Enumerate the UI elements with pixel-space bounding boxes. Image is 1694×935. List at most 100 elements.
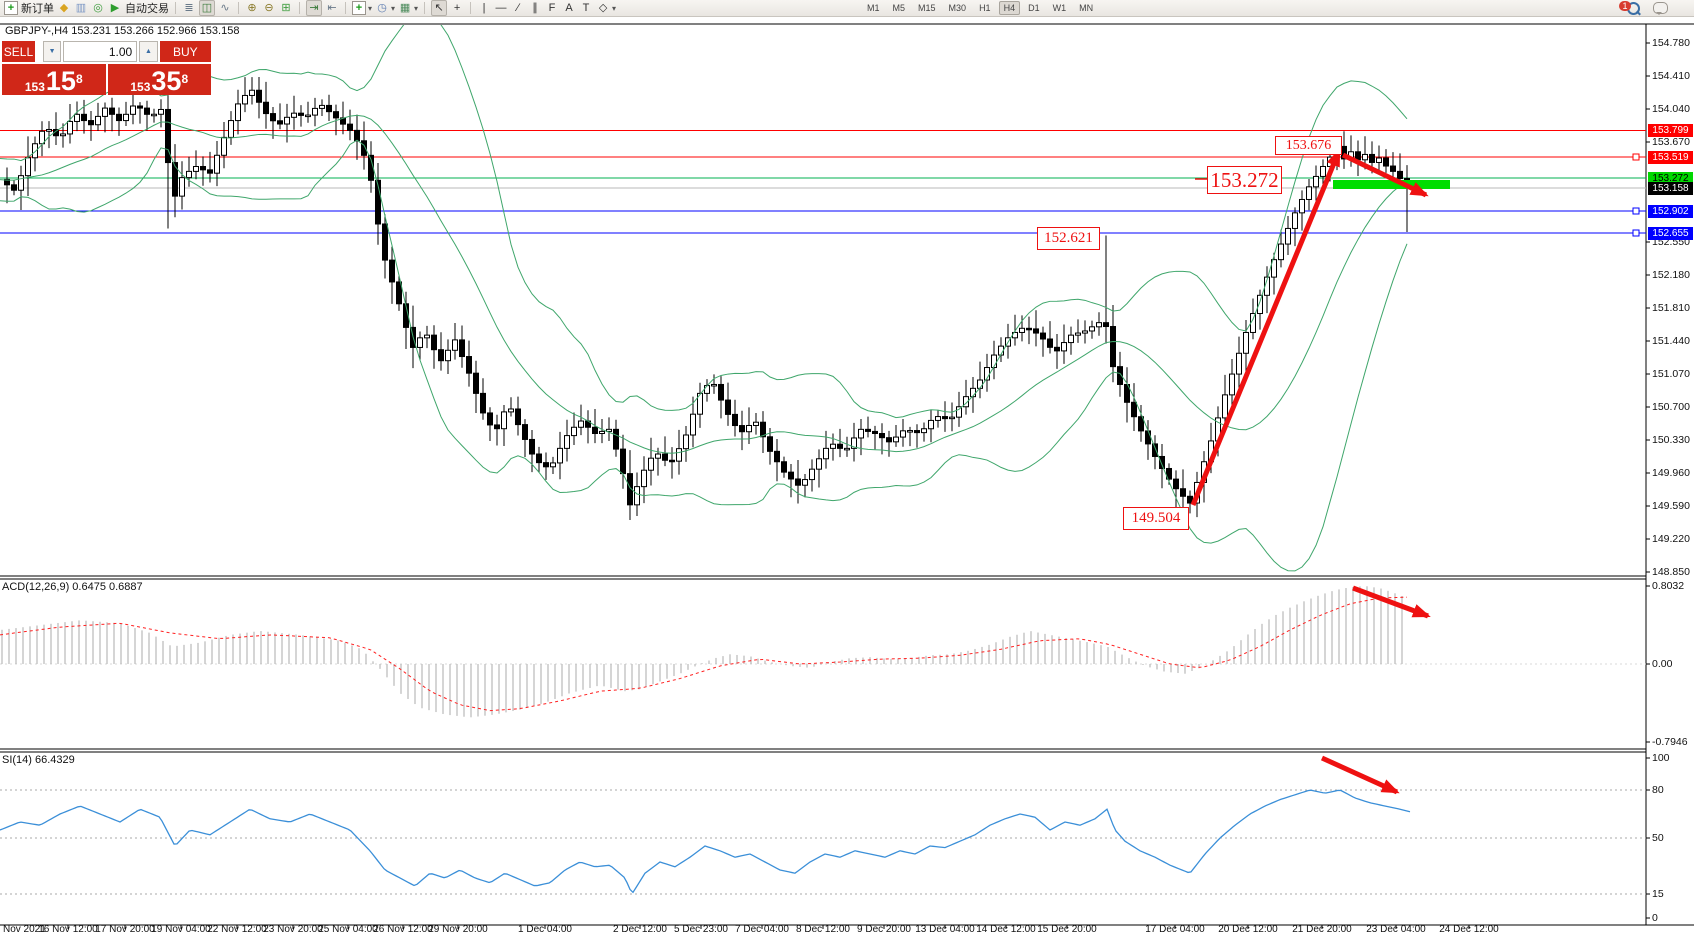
templates-icon-dropdown[interactable]: ▾ — [414, 3, 419, 13]
cursor-icon[interactable]: ↖ — [431, 0, 448, 16]
terminal-icon[interactable]: ▥ — [75, 2, 87, 14]
one-click-trading-panel: SELL ▼ 1.00 ▲ BUY 153 15 8 153 35 8 — [2, 41, 211, 95]
market-watch-icon[interactable]: ◆ — [59, 2, 69, 14]
macd-tick-label: 0.00 — [1652, 658, 1673, 670]
periods-icon[interactable]: ◷ — [377, 2, 387, 14]
zoom-in-icon[interactable]: ⊕ — [247, 2, 257, 14]
sell-price[interactable]: 153 15 8 — [2, 64, 106, 95]
volume-input[interactable]: 1.00 — [63, 41, 138, 62]
candlestick-chart-type-icon[interactable]: ◫ — [199, 0, 215, 16]
tile-windows-icon[interactable]: ⊞ — [281, 2, 291, 14]
crosshair-icon[interactable]: + — [453, 2, 461, 14]
fibonacci-icon[interactable]: F — [548, 2, 556, 14]
sell-price-sup: 8 — [75, 72, 83, 86]
macd-pane — [0, 586, 1646, 718]
arrows-tool-icon-dropdown[interactable]: ▾ — [612, 3, 617, 13]
toolbar-separator — [238, 2, 239, 14]
green-highlight-bar[interactable] — [1333, 180, 1450, 189]
timeframe-button-m15[interactable]: M15 — [918, 3, 936, 13]
autotrading-label[interactable]: 自动交易 — [125, 3, 169, 15]
periods-icon-dropdown[interactable]: ▾ — [391, 3, 396, 13]
channel-icon[interactable]: ∥ — [532, 2, 538, 14]
time-axis-label: 26 Nov 12:00 — [373, 924, 433, 935]
auto-scroll-icon[interactable]: ⇥ — [306, 0, 322, 16]
volume-decrease-stepper[interactable]: ▼ — [42, 41, 62, 62]
time-axis-label: 8 Dec 12:00 — [796, 924, 850, 935]
time-axis-label: 20 Dec 12:00 — [1218, 924, 1278, 935]
time-axis-label: 7 Dec 04:00 — [735, 924, 789, 935]
sell-price-main: 15 — [45, 66, 76, 96]
toolbar-left-group: + 新订单 ◆ ▥ ◎ ▶ 自动交易 ≣ ◫ ∿ ⊕ ⊖ ⊞ ⇥ ⇤ + ▾ ◷ ▾ ▦ ▾ ↖ + | — ∕ ∥ F A T ◇ ▾ — [4, 0, 616, 16]
candlesticks-layer — [4, 76, 1410, 520]
timeframe-button-m5[interactable]: M5 — [892, 3, 906, 13]
time-axis-label: 23 Dec 04:00 — [1366, 924, 1426, 935]
strategy-signal-icon[interactable]: ◎ — [93, 2, 103, 14]
time-axis-label: 21 Dec 20:00 — [1292, 924, 1352, 935]
trend-arrow-4[interactable] — [1320, 755, 1400, 795]
price-annotation[interactable]: 149.504 — [1123, 507, 1189, 530]
line-chart-type-icon[interactable]: ∿ — [220, 2, 230, 14]
horizontal-line-icon[interactable]: — — [495, 2, 507, 14]
chart-ohlc-title: GBPJPY-,H4 153.231 153.266 152.966 153.1… — [5, 25, 240, 37]
sell-button[interactable]: SELL — [2, 41, 35, 62]
zoom-out-icon[interactable]: ⊖ — [264, 2, 274, 14]
timeframe-button-m1[interactable]: M1 — [867, 3, 880, 13]
timeframe-button-h4[interactable]: H4 — [998, 1, 1021, 15]
time-axis-label: 15 Dec 20:00 — [1037, 924, 1097, 935]
timeframe-button-d1[interactable]: D1 — [1028, 3, 1040, 13]
price-tick-label: 151.070 — [1652, 368, 1690, 380]
price-tick-label: 154.040 — [1652, 103, 1690, 115]
vertical-line-icon[interactable]: | — [482, 2, 486, 14]
timeframe-button-m30[interactable]: M30 — [948, 3, 967, 13]
rsi-tick-label: 50 — [1652, 832, 1664, 844]
timeframe-button-w1[interactable]: W1 — [1052, 3, 1067, 13]
trend-arrow-3[interactable] — [1352, 585, 1431, 619]
indicators-icon-dropdown[interactable]: ▾ — [368, 3, 373, 13]
time-axis-label: 9 Dec 20:00 — [857, 924, 911, 935]
time-axis-label: 16 Nov 12:00 — [38, 924, 98, 935]
trendline-icon[interactable]: ∕ — [517, 2, 519, 14]
bar-chart-type-icon[interactable]: ≣ — [184, 2, 194, 14]
autotrading-icon[interactable]: ▶ — [110, 2, 120, 14]
rsi-pane — [0, 789, 1646, 895]
macd-tick-label: -0.7946 — [1652, 736, 1688, 748]
new-order-label[interactable]: 新订单 — [21, 3, 54, 15]
time-axis-label: 24 Dec 12:00 — [1439, 924, 1499, 935]
trend-arrow-2[interactable] — [1341, 152, 1429, 198]
trend-arrow-1[interactable] — [1190, 148, 1342, 506]
price-tick-label: 153.670 — [1652, 136, 1690, 148]
time-axis-label: 2 Dec 12:00 — [613, 924, 667, 935]
price-annotation[interactable]: 153.272 — [1207, 166, 1282, 194]
timeframe-button-h1[interactable]: H1 — [979, 3, 991, 13]
buy-button[interactable]: BUY — [159, 41, 211, 62]
notification-badge[interactable]: 1 — [1619, 1, 1631, 11]
volume-increase-stepper[interactable]: ▲ — [139, 41, 158, 62]
arrows-tool-icon[interactable]: ◇ — [598, 2, 608, 14]
text-icon[interactable]: A — [565, 2, 573, 14]
text-label-icon[interactable]: T — [582, 2, 590, 14]
chart-shift-icon[interactable]: ⇤ — [327, 2, 337, 14]
price-tick-label: 151.440 — [1652, 335, 1690, 347]
buy-price[interactable]: 153 35 8 — [107, 64, 211, 95]
templates-icon[interactable]: ▦ — [399, 2, 411, 14]
chat-bubble-icon[interactable] — [1653, 1, 1668, 15]
price-annotation[interactable]: 153.676 — [1275, 136, 1342, 155]
price-tick-label: 150.700 — [1652, 401, 1690, 413]
time-axis-label: 14 Dec 12:00 — [976, 924, 1036, 935]
rsi-tick-label: 80 — [1652, 784, 1664, 796]
new-order-icon[interactable]: + — [4, 1, 18, 15]
time-axis-label: 17 Dec 04:00 — [1145, 924, 1205, 935]
toolbar-separator — [345, 2, 346, 14]
price-level-badge: 152.902 — [1648, 204, 1693, 218]
buy-price-sup: 8 — [181, 72, 189, 86]
toolbar-separator — [175, 2, 176, 14]
timeframe-button-mn[interactable]: MN — [1079, 3, 1094, 13]
price-tick-label: 148.850 — [1652, 566, 1690, 578]
price-tick-label: 154.410 — [1652, 70, 1690, 82]
toolbar-separator — [470, 2, 472, 14]
price-annotation[interactable]: 152.621 — [1037, 227, 1100, 250]
toolbar-right-group: 1 — [1619, 0, 1668, 16]
time-axis-label: 25 Nov 04:00 — [318, 924, 378, 935]
indicators-icon[interactable]: + — [352, 1, 366, 15]
